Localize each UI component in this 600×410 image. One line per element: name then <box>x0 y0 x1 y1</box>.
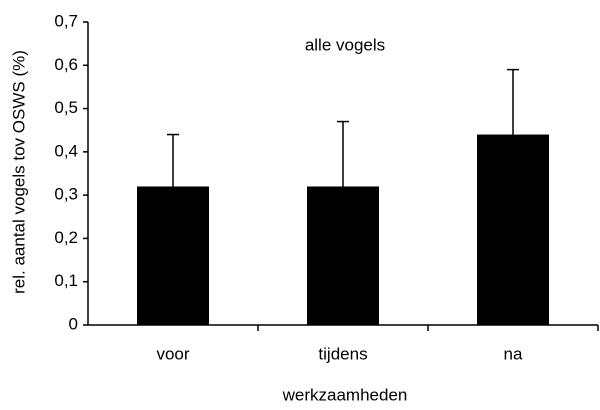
bar <box>137 186 209 325</box>
y-tick-label: 0,5 <box>54 98 78 117</box>
y-tick-label: 0,2 <box>54 228 78 247</box>
y-tick-label: 0,6 <box>54 55 78 74</box>
x-axis-label: werkzaamheden <box>282 385 408 404</box>
x-tick-label: na <box>504 344 523 363</box>
y-axis-label: rel. aantal vogels tov OSWS (%) <box>9 50 28 294</box>
bar <box>477 134 549 325</box>
y-tick-label: 0,3 <box>54 185 78 204</box>
y-tick-label: 0 <box>69 314 78 333</box>
bar <box>307 186 379 325</box>
y-tick-label: 0,7 <box>54 11 78 30</box>
x-tick-label: tijdens <box>318 344 367 363</box>
y-tick-label: 0,4 <box>54 141 78 160</box>
chart-title: alle vogels <box>305 35 385 54</box>
x-tick-label: voor <box>156 344 189 363</box>
y-tick-label: 0,1 <box>54 271 78 290</box>
